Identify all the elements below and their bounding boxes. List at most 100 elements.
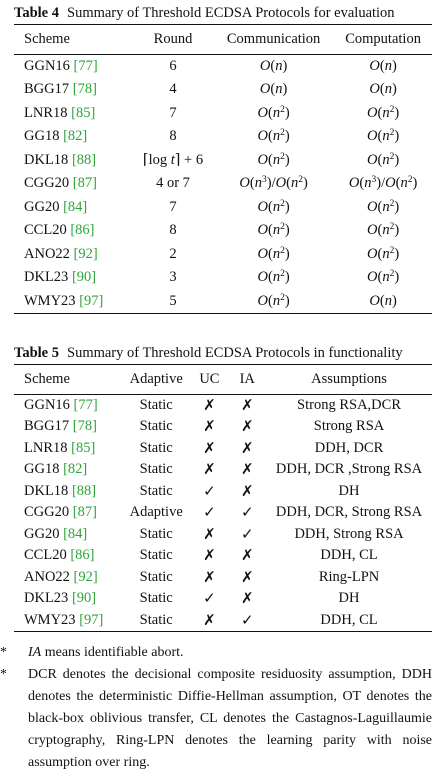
table-row: GGN16 [77] Static ✗ ✗ Strong RSA,DCR xyxy=(14,395,432,417)
t5-scheme-cell: CCL20 [86] xyxy=(14,545,122,567)
reference-link[interactable]: [82] xyxy=(63,461,88,478)
reference-link[interactable]: [77] xyxy=(73,397,98,413)
scheme-name: ANO22 xyxy=(24,568,74,585)
t4-computation-cell: O(n2) xyxy=(367,151,400,168)
scheme-name: GG20 xyxy=(24,525,64,542)
t5-scheme-cell: LNR18 [85] xyxy=(14,438,122,460)
reference-link[interactable]: [85] xyxy=(71,104,96,121)
t4-round-cell: 8 xyxy=(169,222,177,239)
t5-assumptions-cell: DDH, DCR, Strong RSA xyxy=(275,504,423,521)
t4-round-cell: ⌈log t⌉ + 6 xyxy=(142,151,204,168)
reference-link[interactable]: [85] xyxy=(71,439,96,456)
cross-icon: ✗ xyxy=(203,398,216,414)
cross-icon: ✗ xyxy=(203,569,216,586)
reference-link[interactable]: [84] xyxy=(63,525,88,542)
reference-link[interactable]: [90] xyxy=(71,269,97,286)
table-row: LNR18 [85] 7 O(n2) O(n2) xyxy=(14,102,432,126)
t5-assumptions-cell: DDH, DCR xyxy=(314,439,384,456)
t5-adaptive-cell: Static xyxy=(139,461,173,478)
reference-link[interactable]: [78] xyxy=(72,418,97,435)
table-row: CGG20 [87] 4 or 7 O(n3)/O(n2) O(n3)/O(n2) xyxy=(14,172,432,196)
table-row: GG20 [84] 7 O(n2) O(n2) xyxy=(14,196,432,220)
reference-link[interactable]: [88] xyxy=(71,151,97,168)
t5-adaptive-cell: Static xyxy=(139,525,173,542)
t5-adaptive-cell: Static xyxy=(139,547,173,564)
check-icon: ✓ xyxy=(240,526,254,543)
t4-communication-cell: O(n2) xyxy=(257,245,290,262)
table-4-number: Table 4 xyxy=(14,5,59,21)
table-notes: * IA means identifiable abort. * DCR denot… xyxy=(0,642,432,774)
t4-communication-cell: O(n2) xyxy=(213,289,335,314)
reference-link[interactable]: [77] xyxy=(73,58,98,74)
cross-icon: ✗ xyxy=(240,483,254,500)
t5-assumptions-cell: Strong RSA,DCR xyxy=(297,397,401,413)
scheme-name: BGG17 xyxy=(24,418,73,435)
t4-scheme-cell: BGG17 [78] xyxy=(14,78,133,102)
note-ia-star: * xyxy=(0,645,7,660)
t4-communication-cell: O(n2) xyxy=(257,269,290,286)
reference-link[interactable]: [92] xyxy=(73,245,98,262)
reference-link[interactable]: [88] xyxy=(71,482,97,499)
scheme-name: WMY23 xyxy=(24,611,80,628)
table-row: GG20 [84] Static ✗ ✓ DDH, Strong RSA xyxy=(14,524,432,546)
reference-link[interactable]: [97] xyxy=(79,611,104,628)
t4-scheme-cell: WMY23 [97] xyxy=(14,289,133,314)
reference-link[interactable]: [82] xyxy=(63,128,88,145)
check-icon: ✓ xyxy=(228,609,267,632)
t5-header-assumptions: Assumptions xyxy=(266,364,432,395)
t5-header-adaptive: Adaptive xyxy=(122,364,191,395)
table-row: BGG17 [78] 4 O(n) O(n) xyxy=(14,78,432,102)
t5-header-ia: IA xyxy=(228,364,267,395)
table-4-body: GGN16 [77] 6 O(n) O(n) BGG17 [78] 4 O(n) O(n) LN… xyxy=(14,55,432,314)
reference-link[interactable]: [92] xyxy=(73,568,98,585)
t5-scheme-cell: GGN16 [77] xyxy=(14,395,122,417)
check-icon: ✓ xyxy=(240,505,254,522)
t4-scheme-cell: DKL18 [88] xyxy=(14,149,133,173)
reference-link[interactable]: [87] xyxy=(72,175,97,192)
t5-assumptions-cell: DH xyxy=(338,482,360,499)
cross-icon: ✗ xyxy=(203,419,216,436)
t5-adaptive-cell: Adaptive xyxy=(129,504,183,521)
t4-scheme-cell: LNR18 [85] xyxy=(14,102,133,126)
scheme-name: CCL20 xyxy=(24,222,71,239)
table-row: WMY23 [97] Static ✗ ✓ DDH, CL xyxy=(14,609,432,632)
cross-icon: ✗ xyxy=(203,462,216,479)
scheme-name: GG18 xyxy=(24,461,64,478)
scheme-name: DKL23 xyxy=(24,590,72,607)
t5-header-scheme: Scheme xyxy=(14,364,122,395)
cross-icon: ✗ xyxy=(203,440,216,457)
table-row: CCL20 [86] Static ✗ ✗ DDH, CL xyxy=(14,545,432,567)
scheme-name: GG20 xyxy=(24,198,64,215)
t5-assumptions-cell: DDH, CL xyxy=(266,609,432,632)
reference-link[interactable]: [84] xyxy=(63,198,88,215)
note-assumptions-star: * xyxy=(0,667,7,682)
reference-link[interactable]: [87] xyxy=(72,504,97,521)
table-4-caption: Table 4 Summary of Threshold ECDSA Protoc… xyxy=(14,0,432,24)
reference-link[interactable]: [97] xyxy=(79,292,104,309)
check-icon: ✓ xyxy=(203,591,216,608)
t4-communication-cell: O(n) xyxy=(259,81,288,98)
table-row: DKL18 [88] Static ✓ ✗ DH xyxy=(14,481,432,503)
t4-communication-cell: O(n3)/O(n2) xyxy=(239,175,308,192)
reference-link[interactable]: [86] xyxy=(70,222,95,239)
t4-communication-cell: O(n2) xyxy=(257,198,290,215)
scheme-name: CGG20 xyxy=(24,504,73,521)
t4-round-cell: 5 xyxy=(133,289,213,314)
t4-header-scheme: Scheme xyxy=(14,24,133,55)
t4-computation-cell: O(n2) xyxy=(367,128,400,145)
t5-scheme-cell: CGG20 [87] xyxy=(14,502,122,524)
t4-communication-cell: O(n2) xyxy=(257,222,290,239)
t4-round-cell: 4 xyxy=(169,81,177,98)
t5-scheme-cell: DKL23 [90] xyxy=(14,588,122,610)
table-row: ANO22 [92] Static ✗ ✗ Ring-LPN xyxy=(14,567,432,589)
cross-icon: ✗ xyxy=(240,440,254,457)
table-row: CGG20 [87] Adaptive ✓ ✓ DDH, DCR, Strong RSA xyxy=(14,502,432,524)
t5-scheme-cell: DKL18 [88] xyxy=(14,481,122,503)
t4-round-cell: 4 or 7 xyxy=(156,175,190,192)
reference-link[interactable]: [78] xyxy=(72,81,97,98)
reference-link[interactable]: [90] xyxy=(71,590,97,607)
reference-link[interactable]: [86] xyxy=(70,547,95,564)
table-4-title: Summary of Threshold ECDSA Protocols for… xyxy=(67,5,395,21)
table-5: Table 5 Summary of Threshold ECDSA Protoc… xyxy=(14,340,432,632)
